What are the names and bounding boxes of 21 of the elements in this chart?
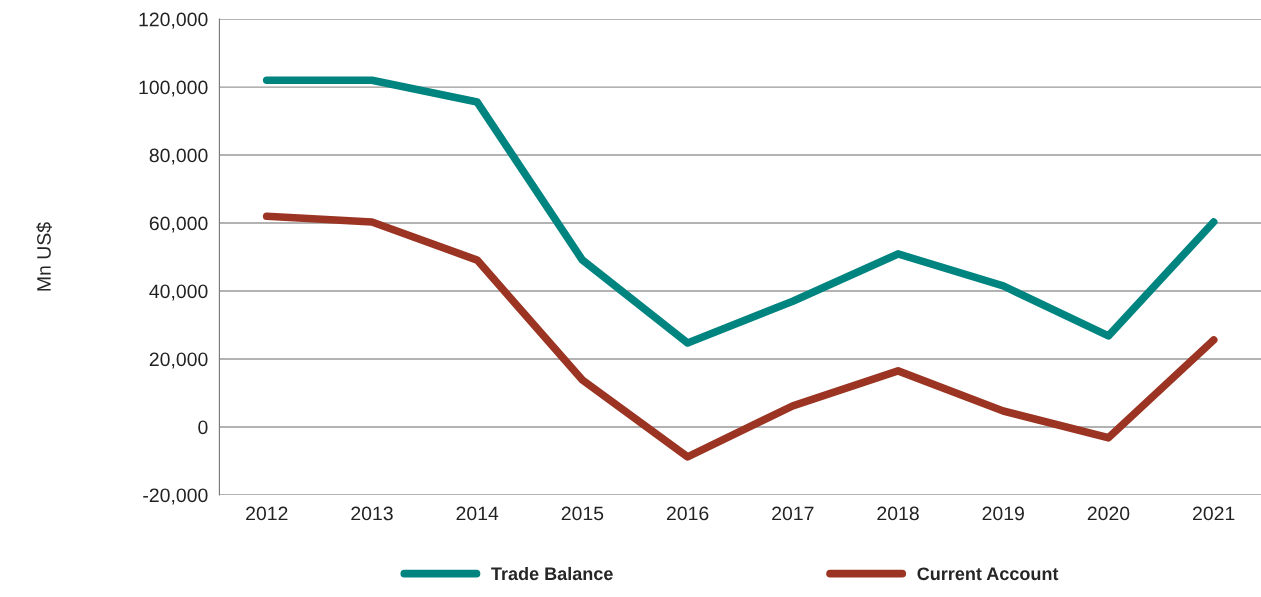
x-tick-label: 2014 [456,506,499,521]
legend-label: Current Account [917,567,1059,581]
x-tick-label: 2018 [877,506,919,521]
x-tick-label: 2012 [246,506,288,521]
y-tick-label: 80,000 [149,148,208,165]
y-tick-label: 20,000 [149,352,208,369]
y-tick-label: 120,000 [139,12,208,29]
x-tick-label: 2019 [982,506,1024,521]
x-tick-label: 2020 [1087,506,1130,521]
x-tick-label: 2016 [666,506,709,521]
x-tick-label: 2013 [351,506,393,521]
y-tick-label: 0 [198,420,208,435]
y-tick-label: 100,000 [139,80,208,97]
y-axis-title: Mn US$ [36,222,52,291]
y-tick-label: 40,000 [149,284,208,301]
x-tick-label: 2015 [561,506,604,521]
x-tick-label: 2021 [1193,506,1235,521]
legend-label: Trade Balance [491,566,613,581]
y-tick-label: 60,000 [149,216,208,233]
y-tick-label: -20,000 [143,488,208,505]
x-tick-label: 2017 [772,506,814,521]
